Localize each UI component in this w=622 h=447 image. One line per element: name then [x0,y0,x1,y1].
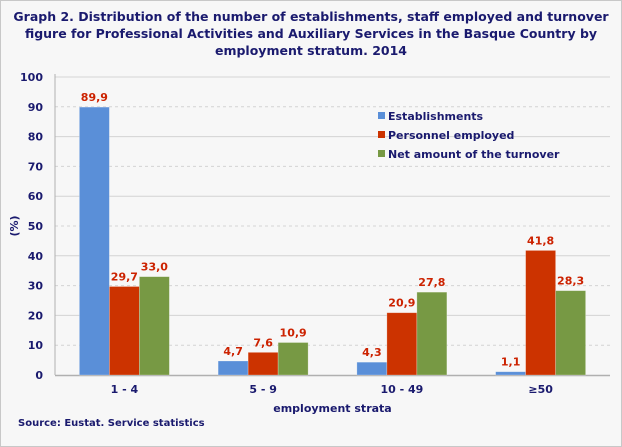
data-label: 33,0 [141,261,168,274]
bar-net-amount-of-the-turnover [416,291,448,376]
data-label: 29,7 [111,270,138,283]
source-note: Source: Eustat. Service statistics [18,418,205,429]
y-tick-label: 90 [28,101,44,114]
bar-personnel-employed [525,250,556,376]
data-label: 27,8 [418,276,445,289]
bar-establishments [79,106,110,376]
y-tick-label: 80 [28,131,44,144]
bar-net-amount-of-the-turnover [139,276,170,376]
x-axis-label: employment strata [273,402,391,415]
bar-personnel-employed [247,352,279,376]
y-tick-label: 20 [28,309,44,322]
x-tick-label: 10 - 49 [380,383,423,396]
legend-swatch [378,150,385,157]
y-tick-label: 70 [28,160,44,173]
y-tick-label: 50 [28,220,44,233]
y-tick-label: 100 [20,71,43,84]
chart-title: Graph 2. Distribution of the number of e… [13,9,609,58]
bar-establishments [495,371,526,376]
y-tick-label: 30 [28,280,44,293]
y-axis-label: (%) [8,215,21,236]
legend-item: Net amount of the turnover [388,148,560,161]
x-tick-label: 1 - 4 [111,383,139,396]
legend-swatch [378,131,385,138]
y-tick-label: 60 [28,190,44,203]
data-label: 4,3 [362,346,382,359]
x-tick-label: ≥50 [528,383,553,396]
y-tick-label: 40 [28,250,44,263]
legend-swatch [378,112,385,119]
data-label: 1,1 [501,356,521,369]
data-label: 7,6 [253,336,273,349]
y-tick-label: 10 [28,339,44,352]
data-label: 89,9 [81,91,108,104]
x-tick-label: 5 - 9 [249,383,277,396]
data-label: 28,3 [557,275,584,288]
bar-personnel-employed [386,312,418,376]
bar-net-amount-of-the-turnover [277,342,309,376]
legend-item: Personnel employed [388,129,514,142]
data-label: 10,9 [280,327,307,340]
data-label: 4,7 [223,345,243,358]
legend-item: Establishments [388,110,484,123]
bar-establishments [356,361,388,376]
data-label: 20,9 [388,297,415,310]
y-tick-label: 0 [35,369,43,382]
bar-establishments [217,360,249,376]
data-label: 41,8 [527,234,554,247]
bar-personnel-employed [109,286,140,376]
bar-net-amount-of-the-turnover [555,290,586,376]
